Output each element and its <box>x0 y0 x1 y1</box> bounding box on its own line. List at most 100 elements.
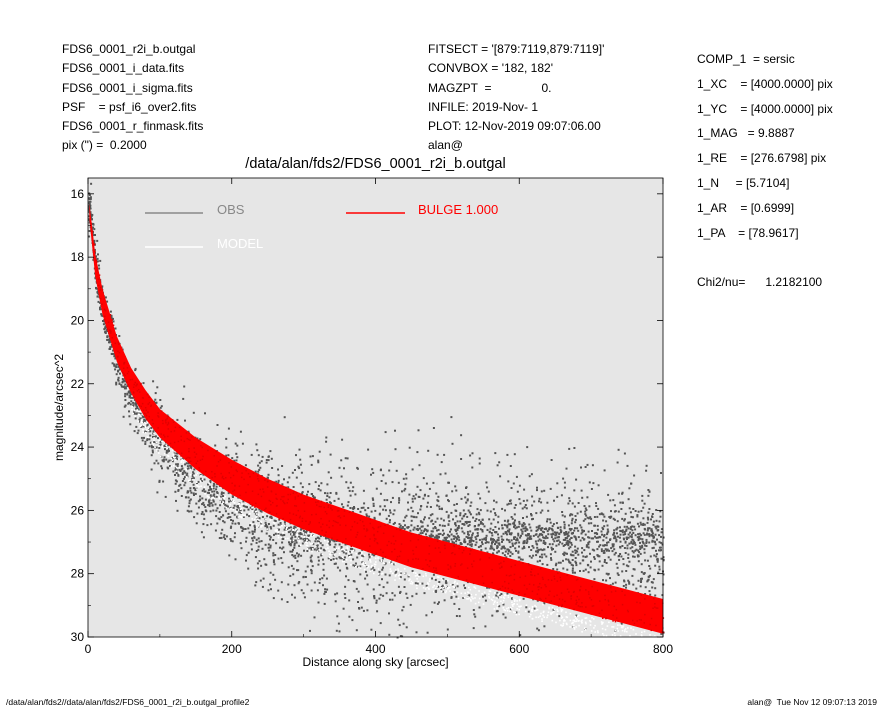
obs-point <box>484 625 487 628</box>
model-point <box>163 452 166 455</box>
model-point <box>497 604 499 606</box>
obs-point <box>95 287 98 290</box>
obs-point <box>640 523 643 526</box>
obs-point <box>88 215 91 218</box>
obs-point <box>356 565 359 568</box>
obs-point <box>562 545 565 547</box>
obs-point <box>401 635 404 638</box>
obs-point <box>315 545 318 548</box>
obs-point <box>621 545 624 547</box>
obs-point <box>624 540 627 543</box>
obs-point <box>211 504 214 507</box>
obs-point <box>469 504 472 507</box>
obs-point <box>265 461 268 464</box>
obs-point <box>566 552 568 555</box>
obs-point <box>259 466 262 469</box>
obs-point <box>476 508 479 511</box>
obs-point <box>567 542 570 545</box>
obs-point <box>656 560 659 563</box>
model-point <box>594 631 596 633</box>
obs-point <box>619 553 622 555</box>
obs-point <box>606 528 609 531</box>
obs-point <box>345 575 347 578</box>
model-point <box>142 431 144 434</box>
obs-point <box>490 538 492 541</box>
obs-point <box>324 492 326 495</box>
obs-point <box>620 555 623 558</box>
obs-point <box>310 463 313 466</box>
model-point <box>429 578 431 580</box>
obs-point <box>504 550 507 553</box>
obs-point <box>419 489 422 492</box>
obs-point <box>241 527 244 530</box>
obs-point <box>225 535 228 538</box>
obs-point <box>143 420 146 423</box>
model-point <box>341 556 344 558</box>
obs-point <box>455 615 458 617</box>
param-line: COMP_1 = sersic <box>697 52 795 66</box>
obs-point <box>584 556 587 558</box>
model-point <box>152 444 155 446</box>
model-point <box>542 611 545 614</box>
model-point <box>469 588 472 591</box>
obs-point <box>443 536 446 539</box>
obs-point <box>475 518 478 520</box>
obs-point <box>494 543 496 546</box>
obs-point <box>301 486 304 489</box>
obs-point <box>456 528 459 531</box>
obs-point <box>108 339 111 342</box>
obs-point <box>622 558 625 560</box>
obs-point <box>506 524 509 527</box>
obs-point <box>643 551 646 554</box>
obs-point <box>312 495 315 497</box>
obs-point <box>183 484 186 487</box>
model-point <box>505 594 507 596</box>
obs-point <box>379 492 382 495</box>
obs-point <box>88 235 91 238</box>
obs-point <box>267 543 270 546</box>
obs-point <box>189 489 192 492</box>
obs-point <box>117 376 120 379</box>
obs-point <box>90 182 93 185</box>
obs-point <box>589 516 592 519</box>
bulge-point <box>330 507 332 509</box>
obs-point <box>373 554 375 557</box>
obs-point <box>325 498 328 501</box>
obs-point <box>593 568 596 571</box>
obs-point <box>195 522 198 525</box>
obs-point <box>478 513 481 516</box>
obs-point <box>334 550 337 553</box>
obs-point <box>372 502 375 505</box>
bulge-point <box>488 557 491 559</box>
model-point <box>180 461 182 464</box>
obs-point <box>384 431 387 434</box>
obs-point <box>423 518 425 521</box>
obs-point <box>509 499 512 502</box>
obs-point <box>436 517 439 520</box>
model-point <box>158 452 160 454</box>
model-point <box>161 440 163 443</box>
obs-point <box>584 568 587 571</box>
obs-point <box>254 528 256 531</box>
bulge-point <box>633 622 636 625</box>
obs-point <box>609 538 612 541</box>
obs-point <box>181 471 184 474</box>
model-point <box>362 563 365 565</box>
obs-point <box>123 405 126 408</box>
obs-point <box>192 411 195 414</box>
obs-point <box>660 528 663 531</box>
obs-point <box>89 196 92 199</box>
bulge-point <box>339 524 341 526</box>
obs-point <box>104 332 107 334</box>
obs-point <box>609 558 612 561</box>
obs-point <box>126 385 129 387</box>
bulge-point <box>382 551 384 554</box>
obs-point <box>164 495 167 498</box>
obs-point <box>260 522 263 525</box>
obs-point <box>463 538 466 541</box>
model-point <box>232 501 234 503</box>
bulge-point <box>245 491 247 494</box>
obs-point <box>306 583 309 586</box>
bulge-point <box>461 551 464 554</box>
obs-point <box>365 515 368 517</box>
